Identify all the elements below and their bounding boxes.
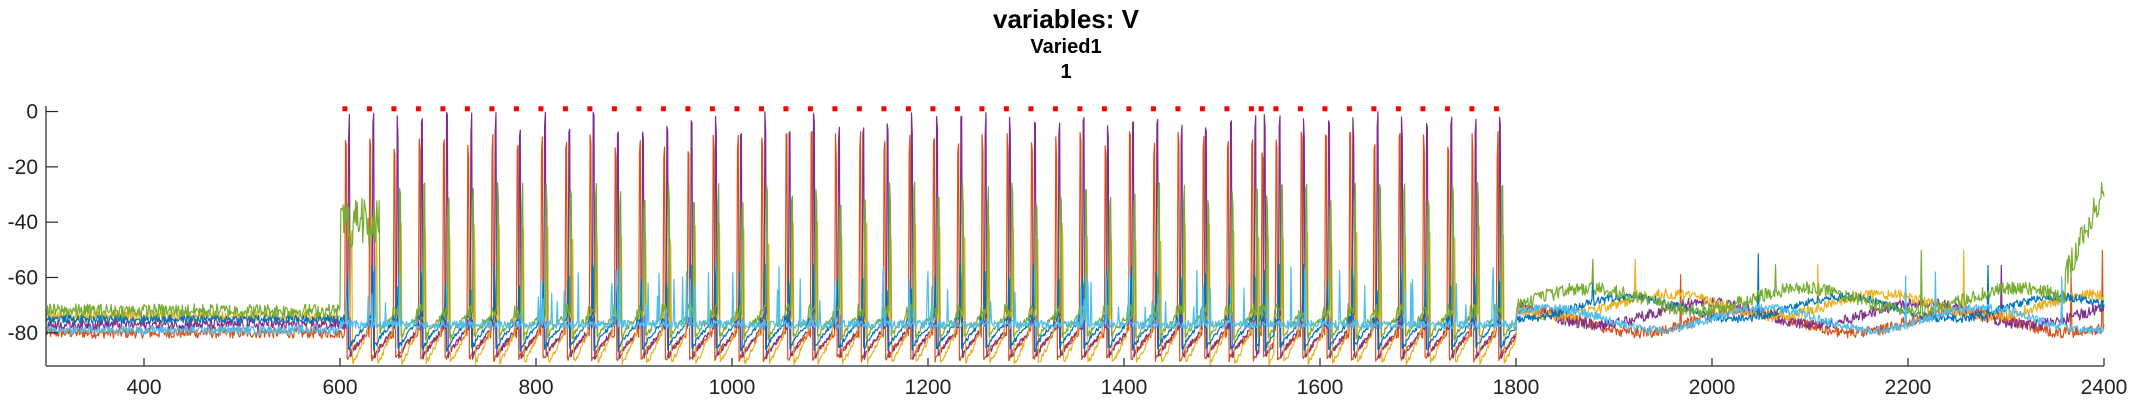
event-marker-19 (783, 106, 789, 112)
event-marker-23 (881, 106, 887, 112)
event-marker-25 (930, 106, 936, 112)
x-tick-label-1200: 1200 (905, 376, 952, 399)
x-tick-label-1400: 1400 (1101, 376, 1148, 399)
event-marker-36 (1199, 106, 1205, 112)
event-marker-24 (905, 106, 911, 112)
event-marker-46 (1420, 106, 1426, 112)
x-tick-label-1600: 1600 (1297, 376, 1344, 399)
event-marker-47 (1444, 106, 1450, 112)
series-line-3 (45, 221, 2105, 366)
event-marker-37 (1224, 106, 1230, 112)
event-marker-45 (1395, 106, 1401, 112)
event-marker-13 (636, 106, 642, 112)
y-tick-label--80: -80 (8, 322, 38, 345)
event-marker-33 (1126, 106, 1132, 112)
event-marker-49 (1493, 106, 1499, 112)
y-tick-label--40: -40 (8, 211, 38, 234)
event-marker-18 (758, 106, 764, 112)
chart-subtitle-2: 1 (1060, 61, 1071, 83)
event-marker-21 (832, 106, 838, 112)
event-marker-44 (1371, 106, 1377, 112)
event-marker-43 (1346, 106, 1352, 112)
series-line-1 (45, 130, 2105, 363)
event-marker-27 (979, 106, 985, 112)
event-marker-6 (464, 106, 470, 112)
event-marker-20 (807, 106, 813, 112)
plot-traces (45, 110, 2105, 366)
event-marker-12 (611, 106, 617, 112)
chart-title: variables: V (993, 4, 1140, 34)
event-marker-48 (1469, 106, 1475, 112)
y-tick-label-0: 0 (26, 101, 38, 124)
event-marker-7 (489, 106, 495, 112)
x-tick-label-600: 600 (322, 376, 357, 399)
plot-axes: 400 600 800 1000 1200 1400 1600 1800 2000 2200 240… (8, 101, 2128, 399)
event-marker-39 (1258, 106, 1264, 112)
event-marker-16 (709, 106, 715, 112)
event-marker-40 (1273, 106, 1279, 112)
y-tick-label--60: -60 (8, 266, 38, 289)
series-line-4 (45, 253, 2105, 353)
event-marker-1 (342, 106, 348, 112)
event-marker-34 (1150, 106, 1156, 112)
event-marker-22 (856, 106, 862, 112)
event-marker-2 (366, 106, 372, 112)
plot-markers (342, 106, 1499, 112)
event-marker-15 (685, 106, 691, 112)
x-tick-label-2400: 2400 (2081, 376, 2128, 399)
event-marker-29 (1028, 106, 1034, 112)
event-marker-26 (954, 106, 960, 112)
event-marker-3 (391, 106, 397, 112)
event-marker-42 (1322, 106, 1328, 112)
event-marker-32 (1101, 106, 1107, 112)
event-marker-28 (1003, 106, 1009, 112)
y-tick-label--20: -20 (8, 156, 38, 179)
x-tick-label-1800: 1800 (1493, 376, 1540, 399)
event-marker-41 (1297, 106, 1303, 112)
x-tick-label-400: 400 (126, 376, 161, 399)
event-marker-4 (415, 106, 421, 112)
x-tick-label-2000: 2000 (1689, 376, 1736, 399)
event-marker-17 (734, 106, 740, 112)
event-marker-10 (562, 106, 568, 112)
event-marker-5 (440, 106, 446, 112)
event-marker-9 (538, 106, 544, 112)
event-marker-31 (1077, 106, 1083, 112)
event-marker-38 (1248, 106, 1254, 112)
event-marker-11 (587, 106, 593, 112)
series-line-5 (45, 181, 2105, 342)
event-marker-8 (513, 106, 519, 112)
x-tick-label-2200: 2200 (1885, 376, 1932, 399)
x-tick-label-1000: 1000 (709, 376, 756, 399)
x-tick-label-800: 800 (518, 376, 553, 399)
event-marker-30 (1052, 106, 1058, 112)
event-marker-35 (1175, 106, 1181, 112)
chart-subtitle: Varied1 (1030, 36, 1101, 58)
event-marker-14 (660, 106, 666, 112)
series-line-6 (45, 266, 2105, 335)
